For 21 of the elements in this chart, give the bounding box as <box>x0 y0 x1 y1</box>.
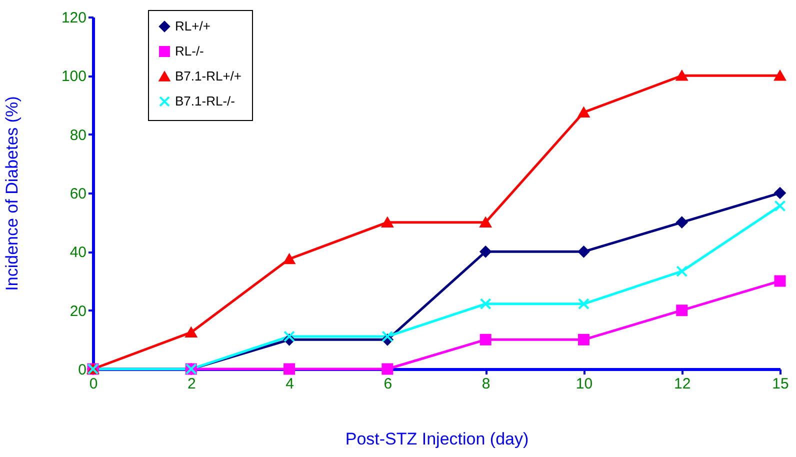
x-tick-label: 8 <box>482 376 490 392</box>
y-tick-label: 120 <box>61 10 86 26</box>
x-tick-label: 15 <box>772 376 789 392</box>
x-axis-title: Post-STZ Injection (day) <box>345 430 529 448</box>
x-tick-label: 2 <box>187 376 196 392</box>
y-tick-label: 20 <box>70 302 86 320</box>
x-tick-label: 6 <box>384 376 392 392</box>
x-tick-label: 10 <box>576 376 593 392</box>
y-tick-label: 100 <box>61 68 86 86</box>
legend-label: RL-/- <box>175 44 204 58</box>
y-tick-label: 60 <box>70 186 86 202</box>
y-tick-label: 80 <box>70 126 86 144</box>
y-tick-label: 0 <box>78 362 86 378</box>
legend-label: B7.1-RL+/+ <box>175 68 242 84</box>
x-tick-label: 12 <box>674 376 691 392</box>
legend-label: RL+/+ <box>175 18 210 34</box>
y-axis-title: Incidence of Diabetes (%) <box>2 96 22 291</box>
legend-label: B7.1-RL-/- <box>175 94 235 108</box>
x-tick-label: 0 <box>89 376 98 392</box>
x-tick-label: 4 <box>286 376 294 392</box>
y-tick-label: 40 <box>70 244 86 262</box>
